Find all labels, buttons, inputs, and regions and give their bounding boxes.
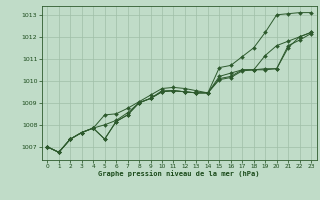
X-axis label: Graphe pression niveau de la mer (hPa): Graphe pression niveau de la mer (hPa) [99, 171, 260, 177]
